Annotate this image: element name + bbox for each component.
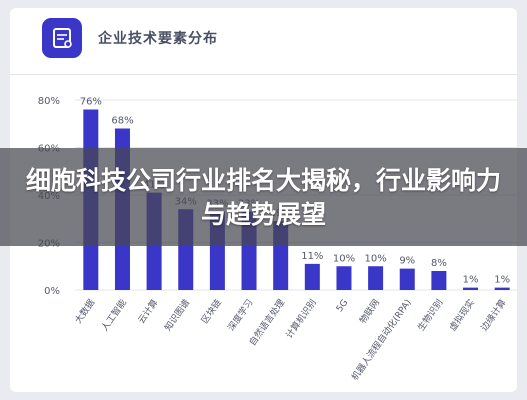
- x-category-label: 云计算: [135, 297, 160, 326]
- bar-value-label: 1%: [494, 275, 510, 286]
- headline-text: 细胞科技公司行业排名大揭秘，行业影响力与趋势展望: [25, 166, 501, 229]
- bar: [399, 268, 415, 290]
- header-divider: [10, 74, 517, 75]
- chart-header: 企业技术要素分布: [10, 8, 517, 72]
- chart-title: 企业技术要素分布: [98, 31, 218, 47]
- x-category-label: 计算机识别: [283, 297, 319, 341]
- bar-value-label: 11%: [301, 251, 323, 262]
- bar: [304, 263, 320, 290]
- x-category-label: 边缘计算: [478, 297, 508, 333]
- bar: [368, 266, 384, 290]
- bar: [463, 287, 479, 290]
- x-category-label: 知识图谱: [162, 297, 192, 333]
- bar-value-label: 68%: [111, 116, 133, 127]
- x-category-label: 深度学习: [225, 297, 255, 333]
- bar: [336, 266, 352, 290]
- bar: [431, 271, 447, 290]
- bar-value-label: 1%: [463, 275, 479, 286]
- x-category-label: 大数据: [72, 297, 97, 326]
- y-tick-label: 80%: [38, 96, 60, 107]
- bar-value-label: 8%: [431, 258, 447, 269]
- bar-value-label: 9%: [399, 256, 415, 267]
- bar-value-label: 10%: [333, 253, 355, 264]
- x-category-label: 物联网: [357, 297, 382, 326]
- x-category-label: 区块链: [199, 297, 224, 326]
- x-category-label: 机器人流程自动化(RPA): [349, 297, 414, 383]
- y-tick-label: 0%: [44, 286, 60, 297]
- tech-doc-icon: [42, 18, 82, 58]
- bar-value-label: 10%: [364, 253, 386, 264]
- bar: [494, 287, 510, 290]
- bar-value-label: 76%: [80, 97, 102, 108]
- x-category-label: 5G: [335, 298, 350, 314]
- headline-banner: 细胞科技公司行业排名大揭秘，行业影响力与趋势展望: [0, 148, 527, 246]
- x-category-label: 虚拟现实: [447, 297, 477, 333]
- x-category-label: 人工智能: [98, 297, 128, 333]
- x-category-label: 生物识别: [415, 297, 445, 333]
